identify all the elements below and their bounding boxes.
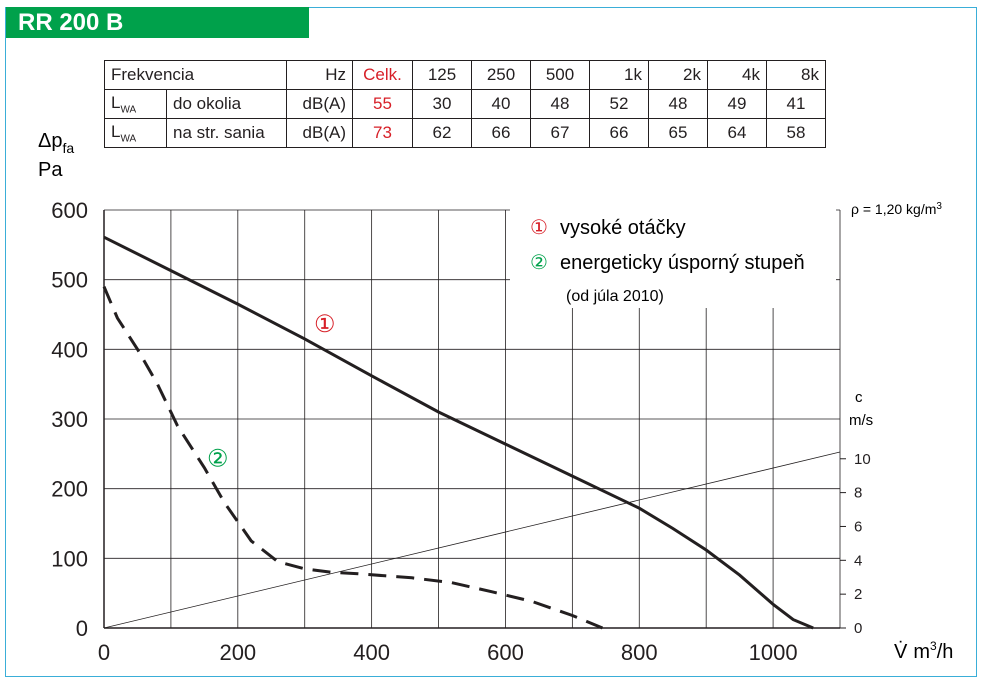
table-cell-unit: dB(A) xyxy=(286,89,353,119)
table-cell: 62 xyxy=(412,118,472,148)
y-axis-unit: Pa xyxy=(38,159,63,181)
table-header-cell: 1k xyxy=(589,60,649,90)
series-marker-2: ② xyxy=(207,445,229,472)
series-marker-1: ① xyxy=(314,311,336,338)
legend-note: (od júla 2010) xyxy=(566,288,664,305)
y-tick-label: 200 xyxy=(51,477,88,502)
x-tick-label: 600 xyxy=(487,640,524,665)
series-line-1 xyxy=(103,235,814,630)
table-header-cell: Frekvencia xyxy=(104,60,287,90)
series-line-3 xyxy=(103,451,841,629)
table-cell-total: 55 xyxy=(352,89,413,119)
table-cell-unit: dB(A) xyxy=(286,118,353,148)
noise-table: Frekvencia Hz Celk. 125 250 500 1k 2k 4k… xyxy=(104,60,826,148)
x-tick-label: 0 xyxy=(98,640,110,665)
y-tick-label: 400 xyxy=(51,337,88,362)
legend-box xyxy=(510,206,836,308)
chart-marks: ①② xyxy=(102,235,841,630)
right-tick-label: 6 xyxy=(854,518,862,535)
right-tick-label: 10 xyxy=(854,451,871,468)
table-cell: 66 xyxy=(471,118,531,148)
y-tick-label: 500 xyxy=(51,268,88,293)
table-cell: 58 xyxy=(766,118,826,148)
right-tick-label: 8 xyxy=(854,485,862,502)
chart-legend: ① vysoké otáčky ② energeticky úsporný st… xyxy=(510,206,836,308)
y-tick-label: 0 xyxy=(76,616,88,641)
chart-frame xyxy=(5,7,977,677)
right-axis-label: c xyxy=(855,389,863,406)
chart-grid xyxy=(103,209,841,629)
density-note: ρ = 1,20 kg/m3 xyxy=(851,201,942,217)
table-row: LWA na str. sania dB(A) 73 62 66 67 66 6… xyxy=(104,118,826,148)
product-title: RR 200 B xyxy=(6,7,309,38)
x-axis-label: V̇ m3/h xyxy=(894,639,953,663)
table-cell: 41 xyxy=(766,89,826,119)
table-cell: 40 xyxy=(471,89,531,119)
table-cell: 64 xyxy=(707,118,767,148)
right-axis-unit: m/s xyxy=(849,412,873,429)
table-cell: 65 xyxy=(648,118,708,148)
chart-labels: Δpfa Pa V̇ m3/h ρ = 1,20 kg/m3 c m/s 0 200… xyxy=(38,130,953,665)
table-header-row: Frekvencia Hz Celk. 125 250 500 1k 2k 4k… xyxy=(104,60,826,90)
table-cell: 67 xyxy=(530,118,590,148)
table-cell-label: LWA xyxy=(104,118,167,148)
right-tick-label: 4 xyxy=(854,552,862,569)
series-line-2 xyxy=(102,286,604,630)
x-tick-label: 200 xyxy=(219,640,256,665)
table-cell-total: 73 xyxy=(352,118,413,148)
right-tick-label: 2 xyxy=(854,586,862,603)
legend-entry-2: energeticky úsporný stupeň xyxy=(560,252,805,274)
legend-marker-1: ① xyxy=(530,217,548,239)
legend-marker-2: ② xyxy=(530,252,548,274)
legend-entry-1: vysoké otáčky xyxy=(560,217,686,239)
y-tick-label: 300 xyxy=(51,407,88,432)
table-header-cell: 250 xyxy=(471,60,531,90)
x-tick-label: 1000 xyxy=(749,640,798,665)
table-cell: 66 xyxy=(589,118,649,148)
right-tick-label: 0 xyxy=(854,620,862,637)
x-tick-label: 400 xyxy=(353,640,390,665)
table-cell: 30 xyxy=(412,89,472,119)
table-header-cell: 8k xyxy=(766,60,826,90)
table-cell-desc: do okolia xyxy=(166,89,287,119)
y-tick-label: 600 xyxy=(51,198,88,223)
table-header-cell: 2k xyxy=(648,60,708,90)
y-tick-label: 100 xyxy=(51,546,88,571)
x-tick-label: 800 xyxy=(621,640,658,665)
y-axis-label: Δpfa xyxy=(38,130,74,156)
